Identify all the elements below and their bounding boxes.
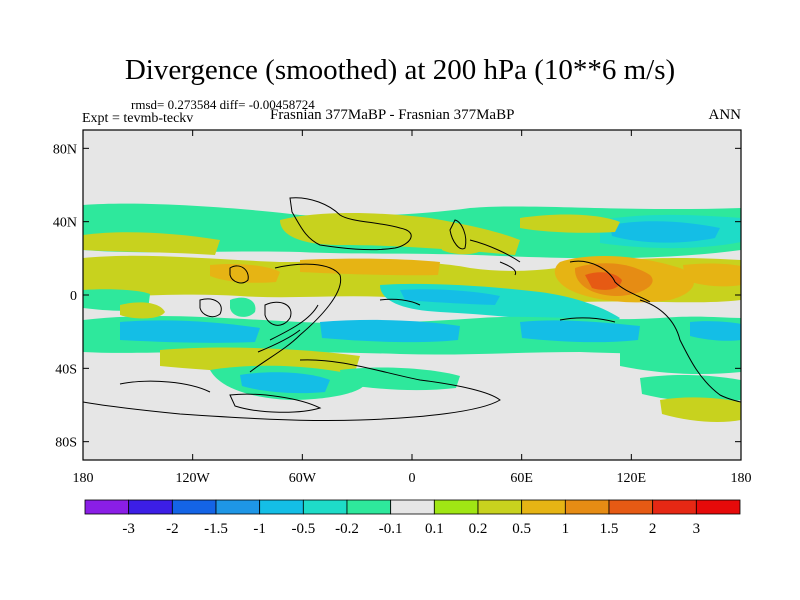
colorbar-level-label: 1.5 [600,521,619,537]
colorbar-level-label: -2 [166,521,179,537]
colorbar-level-label: 0.5 [512,521,531,537]
x-tick-label: 60W [289,471,317,486]
x-tick-label: 180 [731,471,752,486]
colorbar-swatch [128,499,173,515]
colorbar-level-label: -0.2 [335,521,359,537]
colorbar-swatch [302,499,348,515]
x-tick-label: 120W [176,471,211,486]
y-tick-label: 80N [53,142,77,157]
x-tick-label: 120E [617,471,647,486]
season-label: ANN [708,107,742,123]
contour-fill-layer [83,203,741,422]
colorbar-swatch [652,499,697,515]
colorbar-swatch [433,499,479,515]
y-tick-label: 80S [55,436,77,451]
colorbar-level-label: 1 [562,521,570,537]
rmsd-diff-stats: rmsd= 0.273584 diff= -0.00458724 [131,97,315,112]
colorbar-level-label: -3 [122,521,135,537]
experiment-label: Expt = tevmb-teckv [82,111,194,126]
colorbar-level-label: -1.5 [204,521,228,537]
colorbar-swatch [608,499,654,515]
colorbar-swatch [259,499,304,515]
colorbar-swatch [564,499,610,515]
y-tick-label: 40S [55,362,77,377]
colorbar: -3 -2 -1.5 -1 -0.5 -0.2 -0.1 0.1 0.2 0.5 1 1.5 2 3 [84,499,741,537]
colorbar-level-label: 3 [693,521,701,537]
colorbar-level-label: 0.1 [425,521,444,537]
x-tick-label: 60E [510,471,533,486]
y-tick-label: 0 [70,289,77,304]
colorbar-swatch [171,499,217,515]
colorbar-swatch [390,499,435,515]
colorbar-swatch [84,499,130,515]
colorbar-swatch [215,499,261,515]
colorbar-swatch [695,499,741,515]
coastline-layer [83,197,741,422]
colorbar-level-label: -0.5 [291,521,315,537]
colorbar-swatch [477,499,523,515]
colorbar-swatch [346,499,392,515]
x-tick-label: 0 [409,471,416,486]
colorbar-level-label: 2 [649,521,657,537]
case-label: Frasnian 377MaBP - Frasnian 377MaBP [270,107,515,123]
colorbar-swatch [521,499,566,515]
chart-title: Divergence (smoothed) at 200 hPa (10**6 … [124,54,676,86]
axes-layer: 180 120W 60W 0 60E 120E 180 80N 40N 0 40S 80S [53,130,752,486]
colorbar-level-label: 0.2 [469,521,488,537]
colorbar-level-label: -1 [253,521,266,537]
y-tick-label: 40N [53,216,77,231]
colorbar-level-label: -0.1 [379,521,403,537]
x-tick-label: 180 [73,471,94,486]
